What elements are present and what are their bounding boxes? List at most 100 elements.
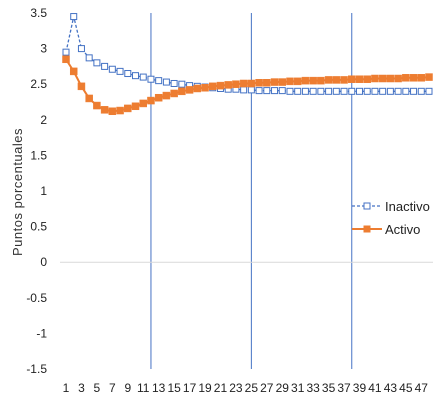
y-axis-label: Puntos porcentuales bbox=[10, 128, 25, 256]
x-tick-label: 15 bbox=[167, 381, 181, 395]
y-tick-label: 2 bbox=[40, 113, 47, 127]
data-point-activo bbox=[62, 55, 70, 64]
x-tick-label: 33 bbox=[306, 381, 320, 395]
data-point-activo bbox=[309, 76, 317, 85]
y-tick-label: 0.5 bbox=[30, 220, 47, 234]
data-point-activo bbox=[332, 76, 341, 84]
data-point-inactivo bbox=[178, 80, 186, 88]
data-point-inactivo bbox=[286, 87, 294, 95]
data-point-activo bbox=[178, 87, 186, 96]
y-tick-label: -1 bbox=[36, 326, 47, 340]
data-point-inactivo bbox=[170, 79, 178, 87]
data-point-inactivo bbox=[116, 67, 124, 75]
y-tick-label: 1.5 bbox=[30, 148, 47, 162]
data-point-activo bbox=[324, 76, 333, 84]
data-point-inactivo bbox=[325, 87, 333, 95]
y-tick-label: 3 bbox=[40, 42, 47, 56]
x-tick-label: 5 bbox=[94, 381, 101, 395]
data-point-inactivo bbox=[132, 72, 140, 80]
data-point-activo bbox=[193, 84, 202, 93]
data-point-inactivo bbox=[77, 45, 85, 53]
data-point-activo bbox=[425, 73, 433, 81]
data-point-inactivo bbox=[371, 87, 379, 95]
legend-swatch-marker-inactivo bbox=[363, 202, 371, 210]
x-tick-label: 11 bbox=[137, 381, 150, 395]
data-point-activo bbox=[232, 80, 240, 88]
data-point-inactivo bbox=[332, 87, 340, 95]
data-point-activo bbox=[301, 76, 310, 85]
data-point-inactivo bbox=[278, 87, 286, 95]
data-point-activo bbox=[208, 82, 217, 91]
x-axis: 1 3 5 7 9 11 13 15 17 19 21 23 25 27 29 31 33 35 37 39 41 43 4… bbox=[60, 261, 433, 395]
data-point-activo bbox=[355, 75, 364, 83]
data-point-activo bbox=[185, 86, 194, 94]
series-line-activo bbox=[65, 58, 430, 113]
x-tick-label: 23 bbox=[229, 381, 243, 395]
data-point-inactivo bbox=[340, 87, 348, 95]
data-point-inactivo bbox=[101, 62, 109, 70]
data-point-activo bbox=[162, 91, 171, 100]
data-point-activo bbox=[417, 74, 426, 82]
x-tick-label: 19 bbox=[198, 381, 212, 395]
data-point-activo bbox=[293, 77, 302, 86]
y-tick-label: 0 bbox=[40, 255, 47, 269]
data-point-activo bbox=[93, 101, 101, 110]
data-point-activo bbox=[77, 82, 86, 91]
y-tick-label: 3.5 bbox=[30, 6, 47, 20]
data-point-inactivo bbox=[402, 87, 410, 95]
data-point-inactivo bbox=[309, 87, 317, 95]
x-tick-label: 17 bbox=[183, 381, 197, 395]
data-point-activo bbox=[224, 81, 232, 89]
x-tick-label: 31 bbox=[291, 381, 305, 395]
data-point-inactivo bbox=[162, 78, 170, 86]
legend-label-inactivo: Inactivo bbox=[385, 199, 430, 214]
data-point-inactivo bbox=[294, 87, 302, 95]
y-tick-label: -1.5 bbox=[26, 362, 47, 376]
data-point-activo bbox=[147, 96, 155, 105]
data-point-inactivo bbox=[348, 87, 356, 95]
x-tick-label: 27 bbox=[260, 381, 274, 395]
data-point-activo bbox=[263, 79, 271, 87]
data-point-inactivo bbox=[301, 87, 309, 95]
y-tick-label: -0.5 bbox=[26, 291, 47, 305]
legend: Inactivo Activo bbox=[352, 199, 430, 237]
data-point-activo bbox=[286, 77, 294, 86]
x-tick-label: 1 bbox=[63, 381, 70, 395]
data-point-inactivo bbox=[263, 87, 271, 95]
y-tick-label: 2.5 bbox=[30, 77, 47, 91]
data-point-inactivo bbox=[425, 87, 433, 95]
x-tick-label: 3 bbox=[78, 381, 85, 395]
data-point-activo bbox=[170, 89, 178, 98]
data-point-inactivo bbox=[386, 87, 394, 95]
series-layer bbox=[62, 13, 433, 116]
legend-label-activo: Activo bbox=[385, 222, 420, 237]
data-point-activo bbox=[270, 78, 279, 86]
vertical-reference-lines bbox=[150, 13, 353, 369]
data-point-inactivo bbox=[271, 87, 279, 95]
data-point-inactivo bbox=[410, 87, 418, 95]
data-point-activo bbox=[201, 84, 209, 92]
data-point-inactivo bbox=[317, 87, 325, 95]
data-point-activo bbox=[69, 67, 78, 76]
data-point-activo bbox=[255, 79, 263, 87]
data-point-activo bbox=[154, 93, 163, 102]
data-point-activo bbox=[317, 76, 325, 85]
x-tick-label: 7 bbox=[109, 381, 116, 395]
data-point-inactivo bbox=[124, 70, 132, 78]
data-point-activo bbox=[409, 74, 418, 82]
data-point-activo bbox=[278, 78, 287, 86]
data-point-activo bbox=[340, 76, 348, 84]
x-tick-label: 39 bbox=[353, 381, 367, 395]
data-point-activo bbox=[124, 104, 132, 113]
x-tick-label: 13 bbox=[152, 381, 166, 395]
data-point-inactivo bbox=[417, 87, 425, 95]
data-point-inactivo bbox=[139, 73, 147, 81]
data-point-inactivo bbox=[379, 87, 387, 95]
data-point-activo bbox=[394, 74, 402, 83]
y-axis: 3.5 3 2.5 2 1.5 1 0.5 0 -0.5 -1 -1.5 bbox=[26, 6, 47, 376]
data-point-activo bbox=[378, 74, 387, 83]
data-point-activo bbox=[386, 74, 395, 83]
x-tick-label: 35 bbox=[322, 381, 336, 395]
data-point-inactivo bbox=[85, 54, 93, 62]
